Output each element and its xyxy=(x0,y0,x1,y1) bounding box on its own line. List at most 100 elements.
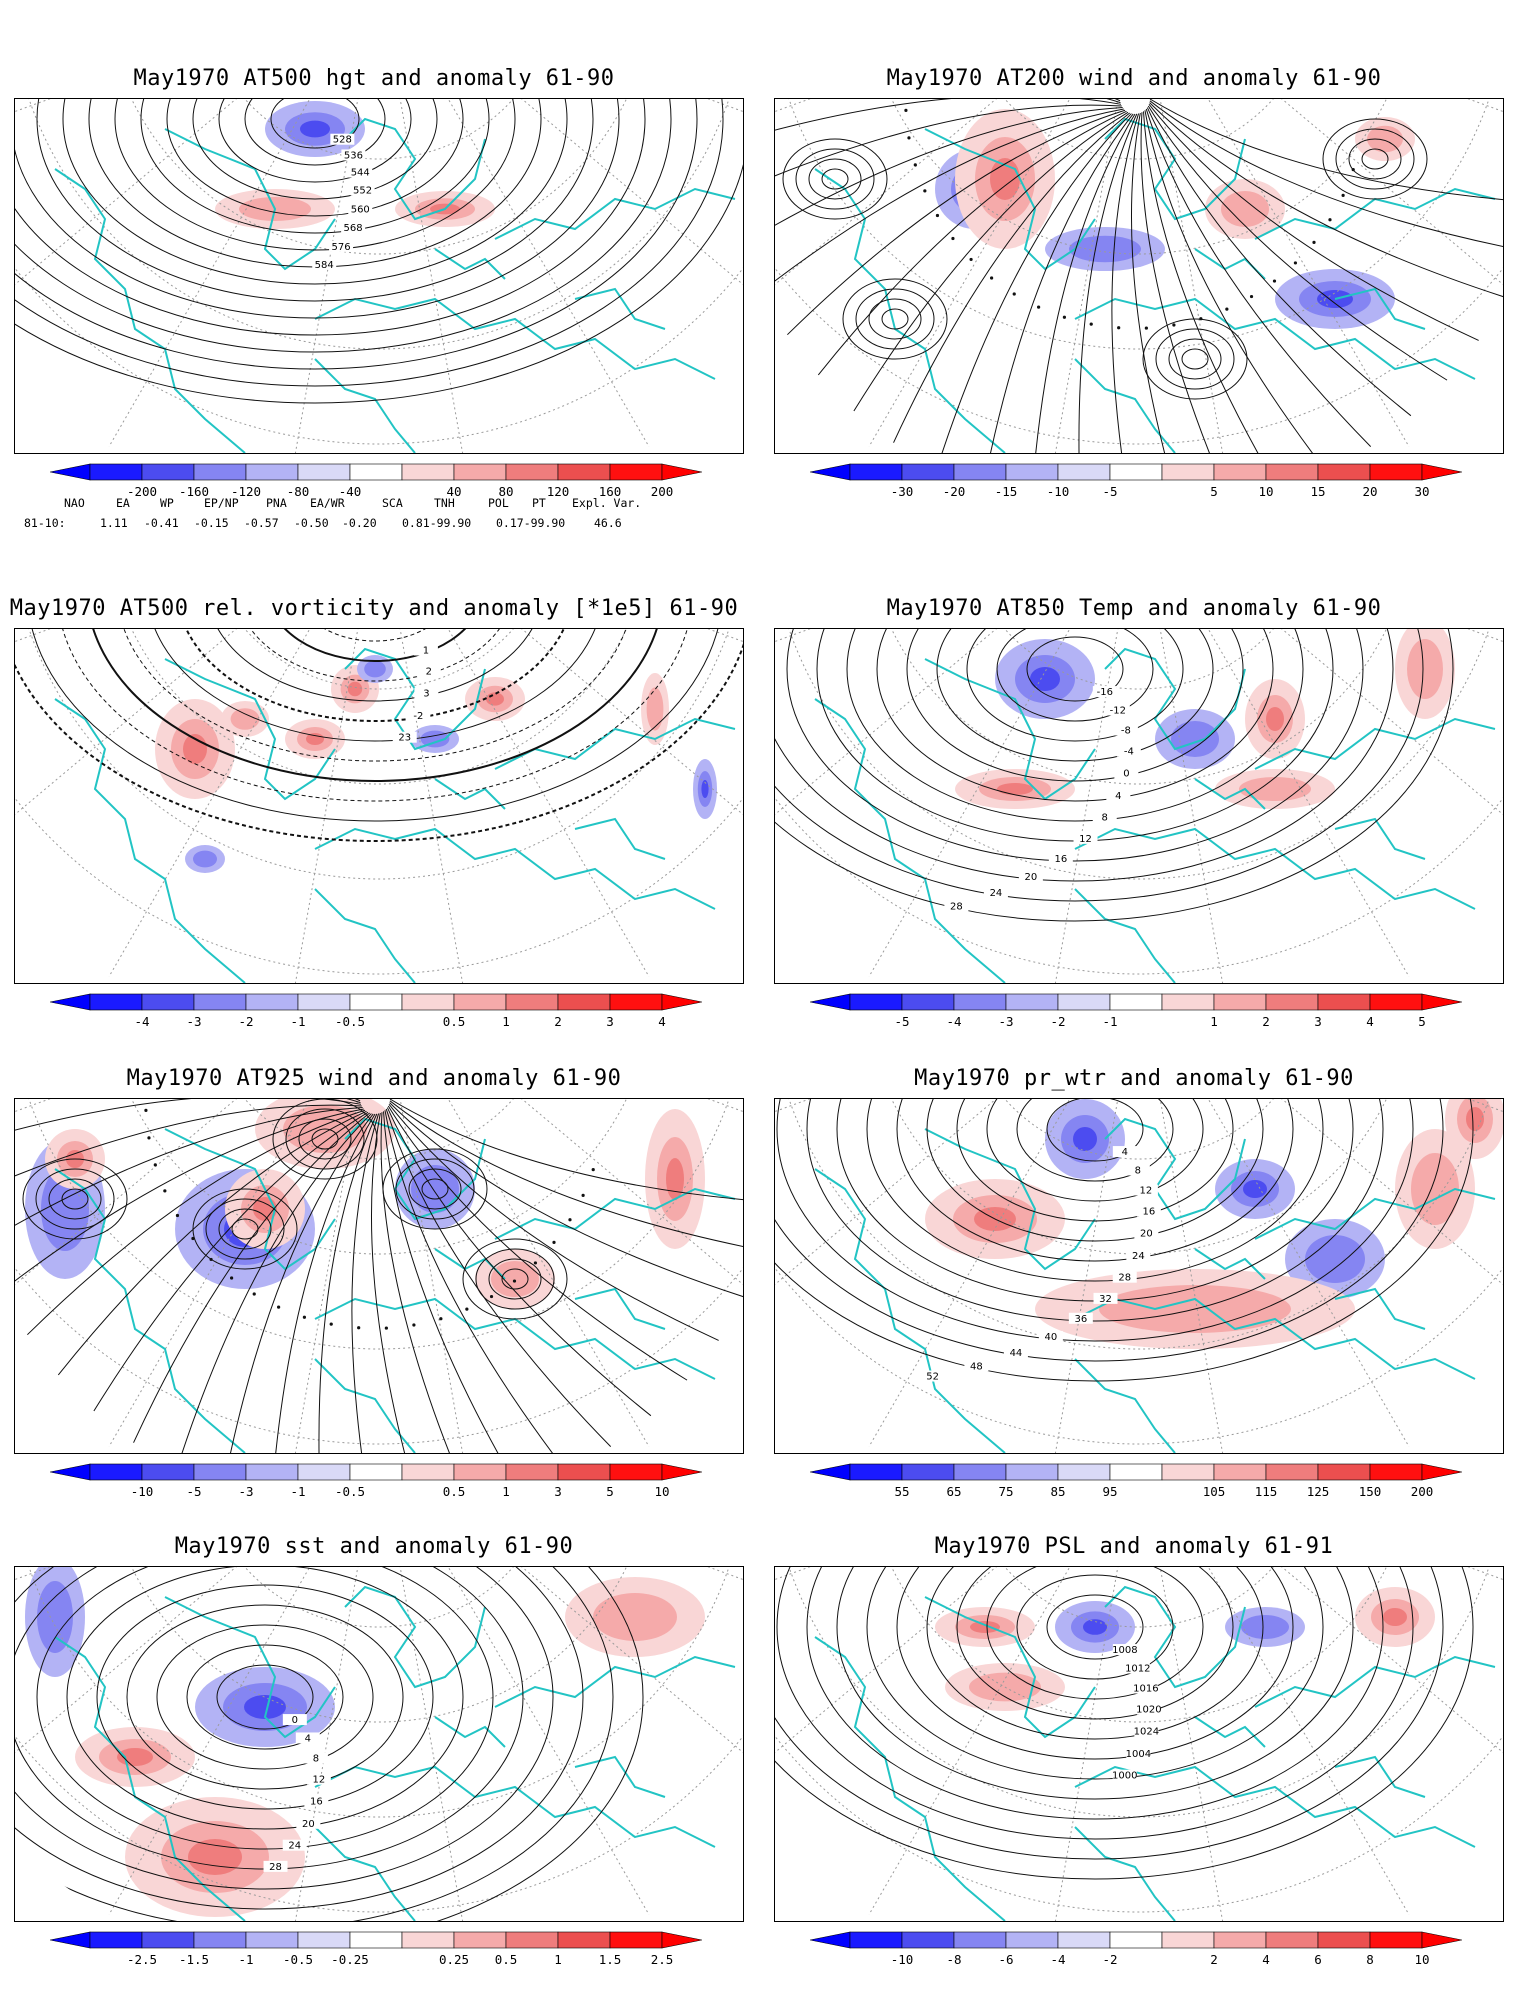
colorbar-segment xyxy=(245,463,299,481)
coastline xyxy=(1074,1826,1176,1921)
colorbar-segment xyxy=(193,463,247,481)
contour-label-bg xyxy=(1018,870,1043,882)
panel-wind925: May1970 AT925 wind and anomaly 61-90 -10… xyxy=(2,1066,746,1506)
streamline-arrow xyxy=(357,1326,361,1330)
contour-line xyxy=(270,99,360,149)
contour-line xyxy=(775,1099,1444,1362)
streamline xyxy=(15,1104,362,1197)
contour-line xyxy=(806,1567,1384,1820)
streamline-eddy xyxy=(795,148,875,210)
contour-label-bg xyxy=(304,1795,329,1807)
contour-label: 4 xyxy=(1115,791,1121,802)
colorbar: -30 -20 -15 -10 -5 5 10 15 20 30 xyxy=(810,462,1462,502)
streamline-arrow xyxy=(153,1163,157,1167)
colorbar-tick-label: 5 xyxy=(1418,1014,1426,1029)
streamline-arrow xyxy=(1249,294,1254,299)
latitude-line xyxy=(775,629,1503,983)
contour-label-bg xyxy=(1126,1249,1151,1261)
coastline xyxy=(924,1128,1096,1271)
colorbar-segment xyxy=(1057,463,1111,481)
colorbar-segment xyxy=(1161,993,1215,1011)
colorbar-segment xyxy=(193,993,247,1011)
meridian-line xyxy=(78,1567,380,1921)
contour-label-bg xyxy=(282,1839,307,1851)
contour-line xyxy=(775,1567,1474,1880)
idx-eawr: EA/WR xyxy=(310,496,345,510)
coastline xyxy=(1074,358,1176,453)
colorbar-tick-label: -20 xyxy=(942,484,966,499)
coastline xyxy=(164,658,336,801)
anomaly-area xyxy=(593,1593,677,1641)
map-plot xyxy=(774,98,1504,454)
colorbar-tick-label: 8 xyxy=(1366,1952,1374,1967)
latitude-line xyxy=(775,99,1503,350)
colorbar-segment xyxy=(297,463,351,481)
coastline xyxy=(54,698,246,983)
val-epnp: -0.57 xyxy=(244,516,279,530)
contour-line xyxy=(15,99,672,353)
anomaly-area xyxy=(1083,1619,1107,1635)
colorbar-segment xyxy=(1265,993,1319,1011)
idx-pt: PT xyxy=(532,496,546,510)
latitude-line xyxy=(103,99,655,255)
colorbar-tick-label: 2 xyxy=(1210,1952,1218,1967)
streamline-arrow xyxy=(533,1261,538,1265)
anomaly-area xyxy=(1069,235,1141,263)
contour-label: 24 xyxy=(288,1841,301,1852)
streamline-eddy xyxy=(782,138,888,220)
contour-label: 24 xyxy=(1132,1251,1145,1262)
contour-line xyxy=(206,629,544,702)
colorbar-segment xyxy=(245,993,299,1011)
contour-line xyxy=(146,629,604,742)
colorbar-tick-label: -10 xyxy=(1046,484,1070,499)
meridian-line xyxy=(1138,629,1503,896)
streamline-eddy xyxy=(488,1258,542,1300)
coastline xyxy=(1334,817,1426,860)
anomaly-area xyxy=(970,1621,1000,1633)
streamline-eddy xyxy=(285,1108,365,1170)
contour-line xyxy=(236,629,514,682)
streamline-arrow xyxy=(412,1323,416,1327)
colorbar-segment xyxy=(1369,1463,1423,1481)
anomaly-area xyxy=(420,730,450,748)
coastline xyxy=(574,1287,666,1330)
colorbar-segment xyxy=(1161,1463,1215,1481)
colorbar-tick-label: 160 xyxy=(598,484,622,499)
streamline-arrow xyxy=(1117,326,1121,330)
coastline xyxy=(574,817,666,860)
contour-line xyxy=(786,629,1364,862)
streamline xyxy=(93,1111,369,1412)
anomaly-area xyxy=(1030,667,1060,691)
streamline xyxy=(15,1099,362,1147)
coastline xyxy=(344,1585,486,1689)
coastline xyxy=(1254,717,1496,770)
meridian-line xyxy=(378,1567,680,1921)
coastline xyxy=(814,1636,1006,1921)
colorbar-segment xyxy=(505,463,559,481)
contour-label: 16 xyxy=(310,1797,323,1808)
anomaly-area xyxy=(1383,1608,1407,1626)
streamline xyxy=(775,107,1123,246)
meridian-line xyxy=(1138,99,1244,453)
meridian-line xyxy=(1034,99,1140,453)
streamline-arrow xyxy=(990,276,994,280)
streamline xyxy=(383,1111,522,1453)
contour-label: 568 xyxy=(344,223,363,234)
colorbar-tick-label: -6 xyxy=(998,1952,1014,1967)
latitude-line xyxy=(775,629,1503,880)
colorbar-segment xyxy=(1057,1463,1111,1481)
colorbar-tick-label: 3 xyxy=(554,1484,562,1499)
coastline xyxy=(164,1596,336,1739)
contour-label-bg xyxy=(1114,767,1139,779)
streamline-eddy xyxy=(1322,118,1428,200)
contour-label-bg xyxy=(1106,789,1131,801)
colorbar-segment xyxy=(505,993,559,1011)
panel-title: May1970 AT500 rel. vorticity and anomaly… xyxy=(9,596,739,621)
contour-label-bg xyxy=(1126,1747,1151,1759)
colorbar-tick-label: -120 xyxy=(230,484,262,499)
coastline xyxy=(1104,117,1246,221)
meridian-line xyxy=(274,99,380,453)
contour-label: 528 xyxy=(333,135,352,146)
colorbar-segment xyxy=(953,463,1007,481)
colorbar-tick-label: -0.25 xyxy=(331,1952,369,1967)
